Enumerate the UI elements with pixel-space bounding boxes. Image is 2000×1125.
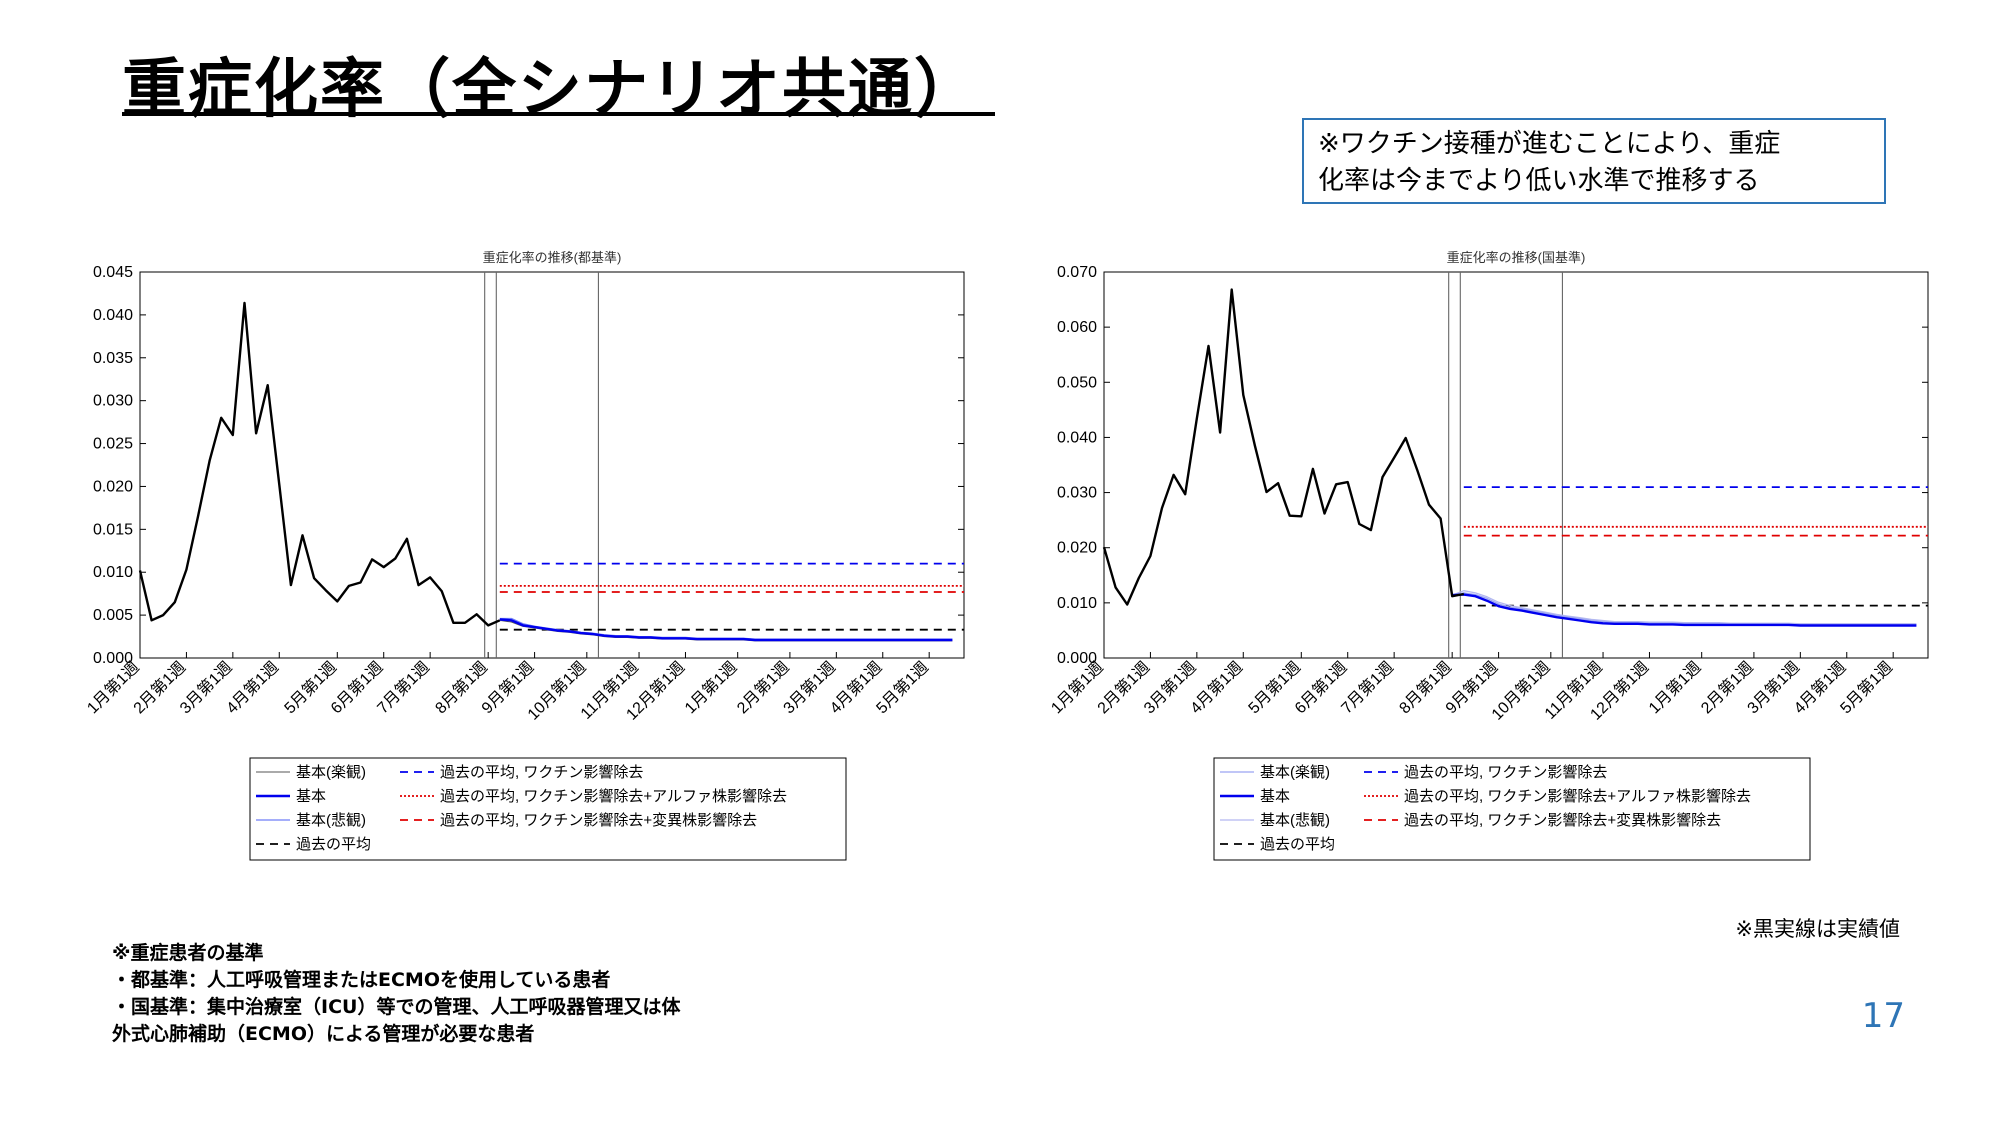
series-line [138,301,501,627]
y-tick-label: 0.005 [93,607,133,624]
series-line [1452,593,1917,627]
x-tick-label: 1月第1週 [681,658,740,717]
legend-label: 基本 [1260,788,1290,805]
page-number: 17 [1861,996,1905,1036]
y-tick-label: 0.000 [93,650,133,667]
legend-label: 過去の平均 [296,836,371,853]
y-tick-label: 0.020 [1057,540,1097,557]
chart-national-criteria: 重症化率の推移(国基準) 0.000 0.010 0.020 0.030 0.040 0.0… [1024,240,1929,861]
y-tick-label: 0.050 [1057,374,1097,391]
y-tick-label: 0.025 [93,436,133,453]
legend-label: 基本(悲観) [296,812,366,829]
series-line [1102,288,1465,606]
x-tick-label: 1月第1週 [1645,658,1704,717]
y-tick-label: 0.035 [93,350,133,367]
y-tick-label: 0.010 [93,564,133,581]
callout-line-1: ※ワクチン接種が進むことにより、重症 [1318,129,1781,159]
legend-label: 過去の平均, ワクチン影響除去+変異株影響除去 [1404,811,1721,829]
legend-box [249,757,847,861]
chart-tokyo-criteria: 重症化率の推移(都基準) 0.000 0.005 0.010 0.015 0.020 0.0… [60,240,965,861]
callout-line-2: 化率は今までより低い水準で推移する [1318,166,1760,196]
plot-area [1103,271,1929,659]
series-line [499,618,953,642]
legend-label: 過去の平均 [1260,836,1335,853]
legend-label: 過去の平均, ワクチン影響除去+変異株影響除去 [440,811,757,829]
y-tick-label: 0.045 [93,264,133,281]
legend-label: 基本(悲観) [1260,812,1330,829]
legend-box [1213,757,1811,861]
y-tick-label: 0.060 [1057,319,1097,336]
y-tick-label: 0.040 [93,307,133,324]
y-tick-label: 0.070 [1057,264,1097,281]
chart-svg: 重症化率の推移(都基準) 0.000 0.005 0.010 0.015 0.020 0.0… [84,250,965,861]
y-tick-label: 0.030 [93,393,133,410]
y-tick-label: 0.020 [93,478,133,495]
legend-label: 基本 [296,788,326,805]
callout-box: ※ワクチン接種が進むことにより、重症 化率は今までより低い水準で推移する [1302,118,1886,204]
legend-label: 過去の平均, ワクチン影響除去+アルファ株影響除去 [1404,787,1751,805]
y-tick-label: 0.000 [1057,650,1097,667]
slide-title: 重症化率（全シナリオ共通） [122,53,980,127]
chart-title: 重症化率の推移(国基準) [1447,250,1586,265]
chart-svg: 重症化率の推移(国基準) 0.000 0.010 0.020 0.030 0.040 0.0… [1048,250,1929,861]
severity-criteria-footnote: ※重症患者の基準 ・都基準：人工呼吸管理またはECMOを使用している患者 ・国基… [112,942,681,1045]
y-tick-label: 0.040 [1057,429,1097,446]
chart-title: 重症化率の推移(都基準) [483,250,622,265]
legend-label: 基本(楽観) [296,764,366,781]
legend-label: 過去の平均, ワクチン影響除去 [440,763,643,781]
actual-line-note: ※黒実線は実績値 [1735,917,1900,941]
legend-label: 基本(楽観) [1260,764,1330,781]
y-tick-label: 0.030 [1057,485,1097,502]
plot-area [139,271,965,659]
legend-label: 過去の平均, ワクチン影響除去 [1404,763,1607,781]
legend-label: 過去の平均, ワクチン影響除去+アルファ株影響除去 [440,787,787,805]
series-line [1451,590,1917,625]
y-tick-label: 0.010 [1057,595,1097,612]
y-tick-label: 0.015 [93,521,133,538]
title-underline [122,112,995,116]
